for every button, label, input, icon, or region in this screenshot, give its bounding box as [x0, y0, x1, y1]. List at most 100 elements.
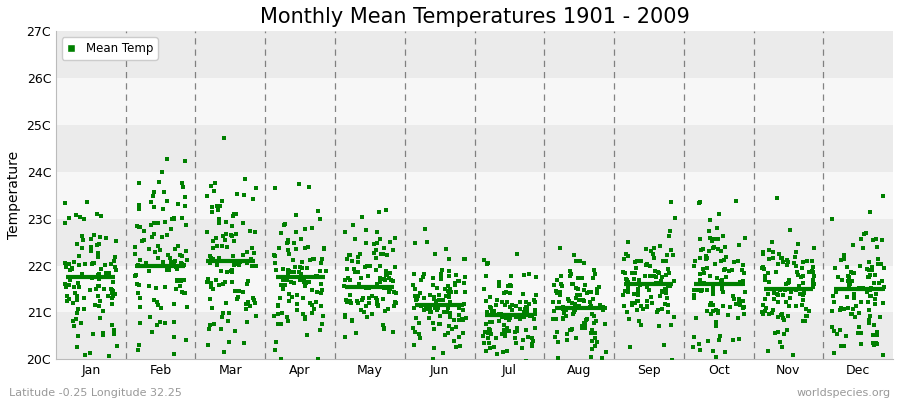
Point — [715, 277, 729, 283]
Point — [225, 268, 239, 275]
Point — [433, 312, 447, 319]
Point — [89, 242, 104, 248]
Point — [141, 246, 156, 252]
Point — [207, 179, 221, 186]
Point — [709, 354, 724, 361]
Point — [286, 240, 301, 246]
Point — [206, 258, 220, 264]
Point — [797, 318, 812, 324]
Point — [175, 180, 189, 187]
Point — [580, 290, 594, 296]
Point — [487, 344, 501, 350]
Point — [238, 301, 253, 307]
Point — [631, 279, 645, 285]
Point — [549, 288, 563, 294]
Point — [849, 303, 863, 309]
Point — [63, 267, 77, 274]
Point — [363, 263, 377, 269]
Point — [338, 334, 352, 340]
Point — [731, 257, 745, 264]
Point — [628, 259, 643, 266]
Point — [662, 270, 676, 276]
Point — [526, 316, 541, 322]
Point — [616, 268, 630, 275]
Point — [848, 314, 862, 320]
Point — [376, 250, 391, 257]
Point — [156, 259, 170, 265]
Point — [663, 228, 678, 234]
Point — [711, 310, 725, 316]
Point — [356, 295, 370, 302]
Point — [317, 245, 331, 251]
Point — [760, 291, 775, 297]
Point — [175, 261, 189, 268]
Point — [414, 303, 428, 309]
Point — [806, 268, 820, 274]
Point — [499, 314, 513, 321]
Point — [382, 275, 396, 281]
Point — [343, 277, 357, 284]
Point — [296, 311, 310, 318]
Point — [688, 315, 703, 321]
Point — [166, 300, 181, 307]
Point — [212, 203, 227, 210]
Point — [105, 292, 120, 299]
Point — [868, 272, 882, 278]
Point — [554, 289, 568, 296]
Point — [227, 211, 241, 217]
Point — [833, 307, 848, 313]
Point — [864, 293, 878, 299]
Point — [729, 198, 743, 204]
Point — [144, 329, 158, 336]
Point — [427, 294, 441, 300]
Point — [774, 344, 788, 350]
Point — [566, 310, 580, 317]
Point — [95, 308, 110, 314]
Point — [857, 231, 871, 237]
Point — [222, 339, 237, 345]
Point — [147, 297, 161, 303]
Point — [853, 263, 868, 270]
Point — [704, 300, 718, 306]
Point — [664, 321, 679, 328]
Point — [640, 303, 654, 309]
Point — [350, 298, 365, 304]
Point — [388, 235, 402, 242]
Point — [449, 344, 464, 350]
Point — [338, 276, 352, 283]
Point — [337, 282, 351, 289]
Point — [159, 156, 174, 162]
Point — [217, 135, 231, 142]
Point — [568, 301, 582, 307]
Point — [696, 246, 710, 252]
Y-axis label: Temperature: Temperature — [7, 151, 21, 239]
Point — [428, 296, 442, 302]
Point — [562, 268, 577, 274]
Point — [220, 268, 234, 275]
Point — [499, 289, 513, 295]
Point — [406, 325, 420, 331]
Point — [236, 252, 250, 258]
Point — [790, 272, 805, 278]
Point — [305, 309, 320, 316]
Point — [560, 337, 574, 343]
Point — [170, 277, 184, 284]
Point — [204, 283, 219, 290]
Point — [170, 278, 184, 284]
Point — [523, 313, 537, 319]
Point — [567, 302, 581, 308]
Point — [133, 295, 148, 301]
Point — [202, 342, 216, 348]
Point — [660, 290, 674, 296]
Point — [668, 214, 682, 221]
Point — [482, 260, 496, 266]
Point — [839, 333, 853, 339]
Point — [479, 320, 493, 327]
Point — [774, 366, 788, 372]
Point — [865, 264, 879, 270]
Point — [142, 314, 157, 320]
Point — [706, 290, 721, 297]
Point — [128, 251, 142, 257]
Point — [169, 266, 184, 272]
Point — [569, 295, 583, 302]
